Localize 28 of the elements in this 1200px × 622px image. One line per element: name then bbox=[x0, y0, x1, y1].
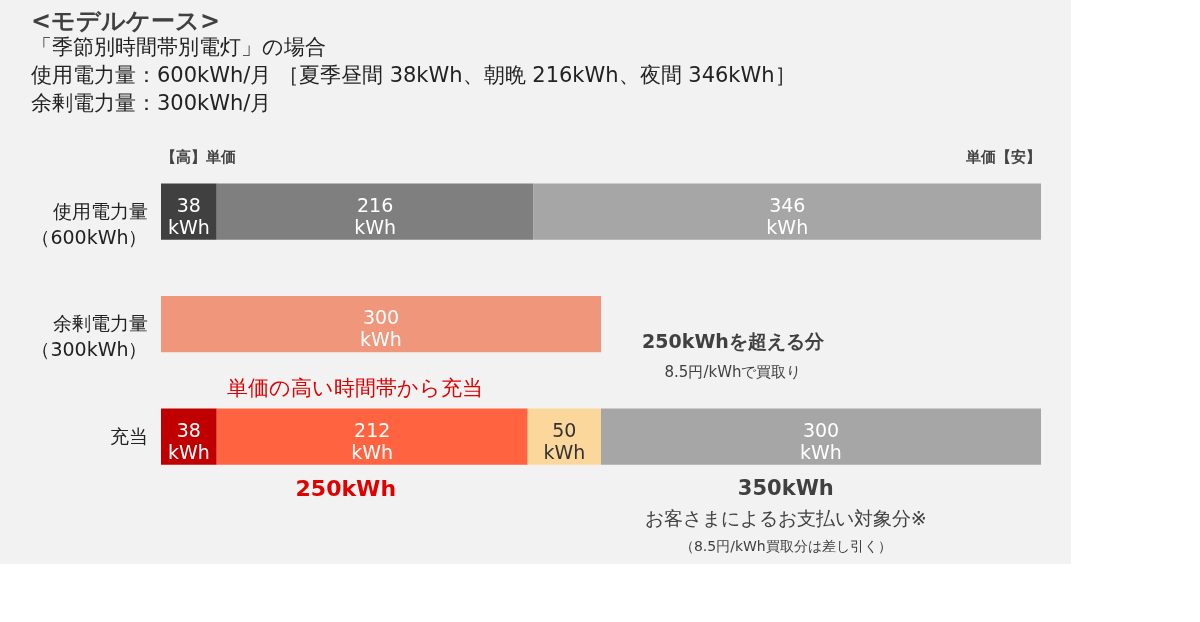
data-label: 346 kWh bbox=[766, 193, 809, 238]
data-label: 300 kWh bbox=[360, 306, 402, 350]
y-tick-label: 余剰電力量（300kWh） bbox=[31, 312, 148, 360]
annotation: 単価の高い時間帯から充当 bbox=[226, 375, 483, 400]
bar bbox=[216, 408, 528, 465]
annotation: 350kWh bbox=[737, 475, 834, 500]
text: お客さまによるお支払い対象分※ bbox=[644, 506, 927, 529]
text: 使用電力量：600kWh/月 ［夏季昼間 38kWh、朝晩 216kWh、夜間 346kWh］ bbox=[30, 63, 796, 87]
text: （8.5円/kWh買取分は差し引く） bbox=[679, 537, 892, 554]
text: 余剰電力量：300kWh/月 bbox=[30, 91, 272, 115]
annotation: 250kWhを超える分 bbox=[642, 329, 825, 352]
text: 【高】単価 bbox=[161, 147, 236, 166]
data-label: 50 kWh bbox=[543, 418, 586, 463]
data-label: 300 kWh bbox=[800, 418, 842, 463]
data-label: 38 kWh bbox=[167, 193, 210, 238]
data-label: 38 kWh bbox=[167, 418, 210, 463]
text: 単価【安】 bbox=[965, 147, 1041, 166]
y-tick-label: 充当 bbox=[109, 424, 148, 447]
annotation: 8.5円/kWhで買取り bbox=[664, 362, 802, 381]
y-tick-label: 使用電力量（600kWh） bbox=[31, 199, 148, 248]
bar bbox=[216, 183, 534, 240]
chart-title: <モデルケース> bbox=[30, 7, 221, 35]
data-label: 216 kWh bbox=[354, 193, 397, 238]
bar bbox=[161, 295, 601, 353]
bar bbox=[601, 408, 1041, 465]
data-label: 212 kWh bbox=[351, 418, 394, 463]
chart-subtitle: 「季節別時間帯別電灯」の場合 bbox=[30, 35, 326, 59]
annotation: 250kWh bbox=[295, 475, 397, 501]
